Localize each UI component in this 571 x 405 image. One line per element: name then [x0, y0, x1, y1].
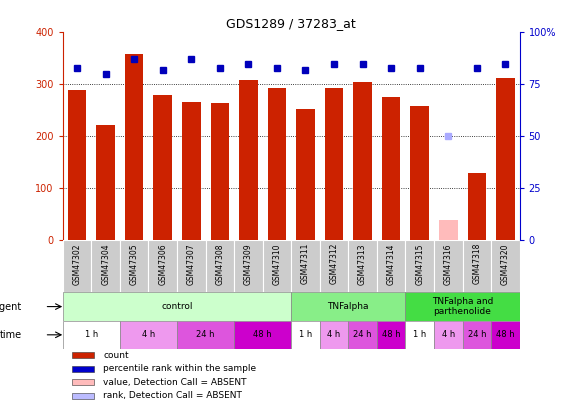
Bar — [320, 241, 348, 292]
Text: count: count — [103, 351, 128, 360]
Bar — [96, 125, 115, 241]
Text: 4 h: 4 h — [142, 330, 155, 339]
Bar — [296, 109, 315, 241]
Bar — [405, 321, 434, 349]
Bar — [496, 78, 514, 241]
Bar — [154, 95, 172, 241]
Bar — [239, 80, 258, 241]
Bar — [348, 241, 377, 292]
Text: GSM47311: GSM47311 — [301, 243, 310, 284]
Text: 1 h: 1 h — [299, 330, 312, 339]
Bar — [63, 321, 120, 349]
Bar — [211, 102, 229, 241]
Bar — [63, 241, 91, 292]
Bar — [234, 241, 263, 292]
Title: GDS1289 / 37283_at: GDS1289 / 37283_at — [226, 17, 356, 30]
Text: GSM47310: GSM47310 — [272, 243, 282, 285]
Bar — [463, 241, 491, 292]
Bar — [63, 292, 291, 321]
Text: GSM47315: GSM47315 — [415, 243, 424, 285]
Text: GSM47308: GSM47308 — [215, 243, 224, 285]
Text: TNFalpha: TNFalpha — [328, 302, 369, 311]
Text: percentile rank within the sample: percentile rank within the sample — [103, 364, 256, 373]
Bar — [120, 241, 148, 292]
Bar — [263, 241, 291, 292]
Bar — [325, 88, 343, 241]
Text: control: control — [161, 302, 193, 311]
Bar — [439, 220, 457, 241]
Bar — [72, 352, 94, 358]
Bar — [353, 82, 372, 241]
Bar — [377, 241, 405, 292]
Text: GSM47306: GSM47306 — [158, 243, 167, 285]
Bar — [268, 88, 286, 241]
Bar — [468, 173, 486, 241]
Text: 4 h: 4 h — [327, 330, 341, 339]
Bar — [377, 321, 405, 349]
Bar — [382, 98, 400, 241]
Bar — [291, 241, 320, 292]
Text: 24 h: 24 h — [353, 330, 372, 339]
Text: 1 h: 1 h — [413, 330, 427, 339]
Bar — [434, 321, 463, 349]
Bar — [463, 321, 491, 349]
Text: GSM47314: GSM47314 — [387, 243, 396, 285]
Text: GSM47316: GSM47316 — [444, 243, 453, 285]
Bar — [148, 241, 177, 292]
Bar — [411, 106, 429, 241]
Bar — [125, 54, 143, 241]
Bar — [177, 321, 234, 349]
Bar — [405, 241, 434, 292]
Bar — [72, 392, 94, 399]
Bar — [182, 102, 200, 241]
Text: 48 h: 48 h — [496, 330, 514, 339]
Text: 24 h: 24 h — [196, 330, 215, 339]
Text: GSM47312: GSM47312 — [329, 243, 339, 284]
Text: GSM47304: GSM47304 — [101, 243, 110, 285]
Text: TNFalpha and
parthenolide: TNFalpha and parthenolide — [432, 297, 493, 316]
Text: rank, Detection Call = ABSENT: rank, Detection Call = ABSENT — [103, 391, 242, 400]
Text: 4 h: 4 h — [441, 330, 455, 339]
Bar — [491, 321, 520, 349]
Text: GSM47318: GSM47318 — [472, 243, 481, 284]
Text: 1 h: 1 h — [85, 330, 98, 339]
Bar — [320, 321, 348, 349]
Text: GSM47307: GSM47307 — [187, 243, 196, 285]
Bar — [68, 90, 86, 241]
Bar — [434, 241, 463, 292]
Text: GSM47320: GSM47320 — [501, 243, 510, 285]
Text: 48 h: 48 h — [382, 330, 400, 339]
Text: GSM47305: GSM47305 — [130, 243, 139, 285]
Bar — [91, 241, 120, 292]
Bar — [291, 292, 405, 321]
Text: agent: agent — [0, 302, 22, 311]
Bar — [206, 241, 234, 292]
Bar — [234, 321, 291, 349]
Bar — [72, 366, 94, 372]
Text: value, Detection Call = ABSENT: value, Detection Call = ABSENT — [103, 378, 247, 387]
Bar — [177, 241, 206, 292]
Text: 48 h: 48 h — [254, 330, 272, 339]
Text: GSM47302: GSM47302 — [73, 243, 82, 285]
Bar — [291, 321, 320, 349]
Bar — [405, 292, 520, 321]
Bar — [348, 321, 377, 349]
Text: GSM47309: GSM47309 — [244, 243, 253, 285]
Text: GSM47313: GSM47313 — [358, 243, 367, 285]
Bar — [72, 379, 94, 385]
Bar — [491, 241, 520, 292]
Bar — [120, 321, 177, 349]
Text: 24 h: 24 h — [468, 330, 486, 339]
Text: time: time — [0, 330, 22, 340]
